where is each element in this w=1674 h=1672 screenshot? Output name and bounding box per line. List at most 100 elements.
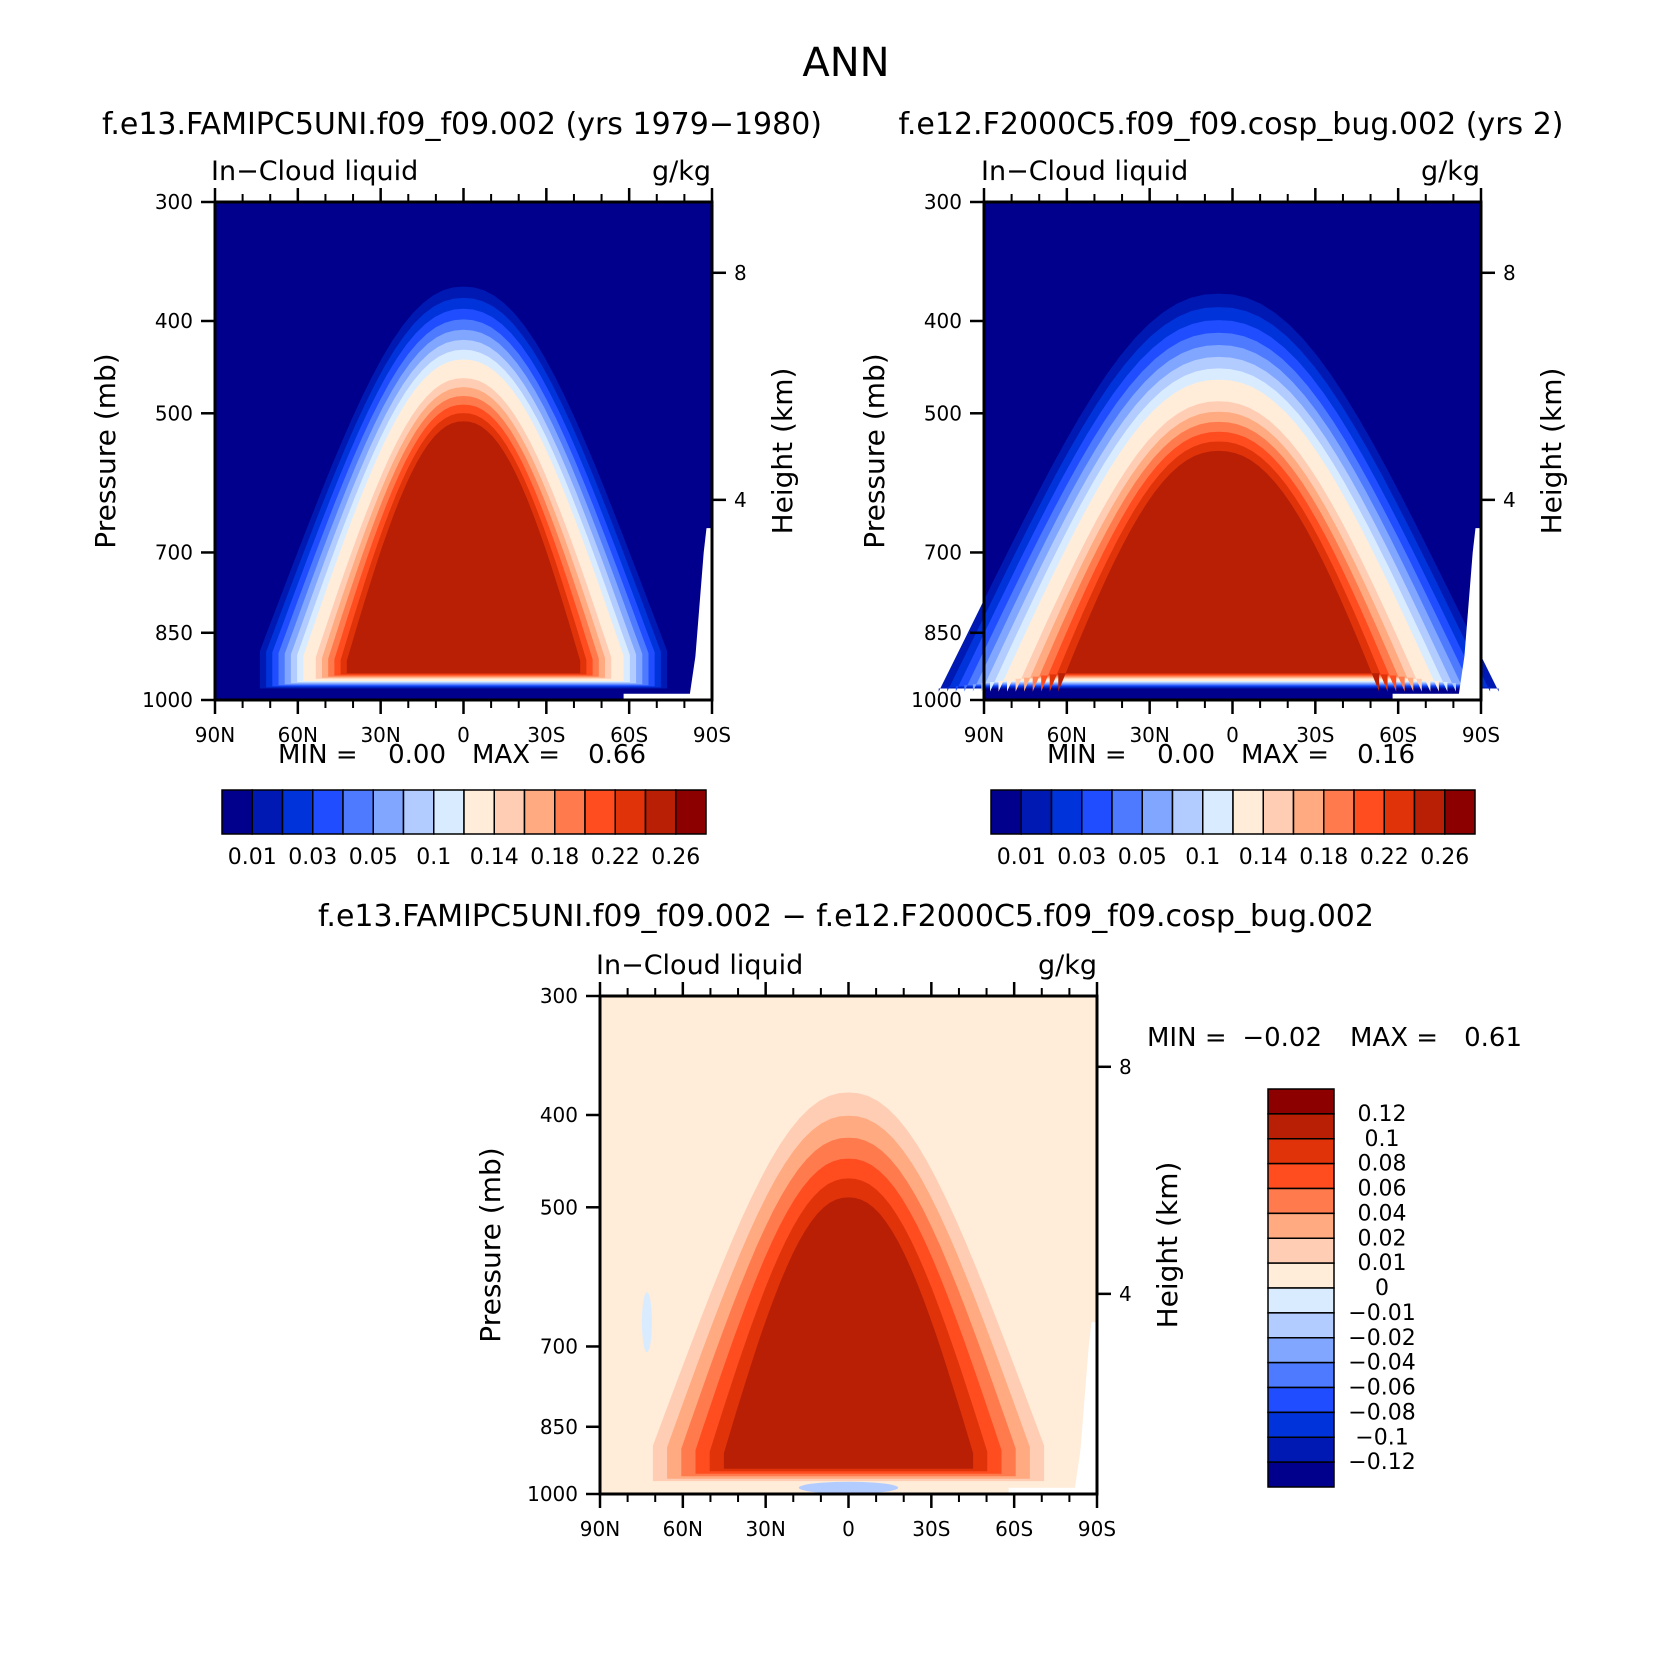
colorbar-label: 0.03 bbox=[288, 845, 337, 870]
colorbar-label: −0.1 bbox=[1355, 1425, 1408, 1450]
y-tick-label: 850 bbox=[155, 621, 193, 645]
y-tick-label: 300 bbox=[540, 984, 578, 1008]
colorbar-swatch bbox=[1267, 1411, 1335, 1438]
colorbar-label: 0.1 bbox=[1365, 1127, 1400, 1152]
colorbar-label: 0 bbox=[1375, 1276, 1389, 1301]
colorbar-swatch bbox=[584, 789, 616, 835]
min-value: 0.00 bbox=[388, 740, 446, 770]
colorbar-swatch bbox=[221, 789, 253, 835]
colorbar-swatch bbox=[1267, 1361, 1335, 1389]
x-tick-label: 60N bbox=[663, 1517, 703, 1541]
y-tick-label: 700 bbox=[155, 540, 193, 564]
colorbar-label: 0.04 bbox=[1358, 1201, 1407, 1226]
colorbar-label: 0.01 bbox=[1358, 1251, 1407, 1276]
y-tick-label: 300 bbox=[924, 190, 962, 214]
y-tick-label: 400 bbox=[155, 309, 193, 333]
y-axis-label: Pressure (mb) bbox=[858, 353, 891, 548]
y-axis-right-label: Height (km) bbox=[766, 368, 799, 535]
x-tick-label: 60S bbox=[610, 723, 648, 747]
y-axis-right-label: Height (km) bbox=[1151, 1162, 1184, 1329]
max-value: 0.16 bbox=[1357, 740, 1415, 770]
colorbar-swatch bbox=[1081, 789, 1113, 835]
x-tick-label: 30N bbox=[1129, 723, 1169, 747]
y-tick-label: 700 bbox=[540, 1334, 578, 1358]
colorbar-swatch bbox=[1353, 789, 1385, 835]
colorbar-label: 0.18 bbox=[1299, 845, 1348, 870]
colorbar-swatch bbox=[1267, 1262, 1335, 1289]
height-tick-label: 4 bbox=[1503, 488, 1516, 512]
x-tick-label: 0 bbox=[457, 723, 470, 747]
left-string: In−Cloud liquid bbox=[211, 156, 418, 187]
colorbar: 0.01 0.03 0.05 0.1 0.14 0.18 0.22 0.26 bbox=[990, 789, 1476, 870]
colorbar-swatch bbox=[675, 789, 707, 835]
colorbar-swatch bbox=[1267, 1113, 1335, 1140]
min-label: MIN = bbox=[1147, 1023, 1227, 1053]
left-string: In−Cloud liquid bbox=[981, 156, 1188, 187]
y-axis-right-label: Height (km) bbox=[1535, 368, 1568, 535]
colorbar-swatch bbox=[614, 789, 647, 835]
x-tick-label: 90S bbox=[1462, 723, 1500, 747]
colorbar-swatch bbox=[1050, 789, 1083, 835]
colorbar-label: 0.14 bbox=[1239, 845, 1288, 870]
min-value: −0.02 bbox=[1242, 1023, 1322, 1053]
colorbar-swatch bbox=[1141, 789, 1174, 835]
colorbar-swatch bbox=[1232, 789, 1264, 835]
colorbar-swatch bbox=[990, 789, 1022, 835]
colorbar-swatch bbox=[1413, 789, 1446, 835]
x-tick-label: 60N bbox=[278, 723, 318, 747]
colorbar-swatch bbox=[1267, 1386, 1335, 1414]
figure-title: ANN bbox=[802, 40, 889, 86]
y-tick-label: 500 bbox=[540, 1195, 578, 1219]
colorbar-swatch bbox=[1171, 789, 1204, 835]
height-tick-label: 4 bbox=[1119, 1282, 1132, 1306]
x-tick-label: 60S bbox=[1379, 723, 1417, 747]
colorbar-swatch bbox=[251, 789, 284, 835]
x-tick-label: 30S bbox=[527, 723, 565, 747]
max-label: MAX = bbox=[1241, 740, 1329, 770]
colorbar-label: 0.05 bbox=[1118, 845, 1167, 870]
height-tick-label: 8 bbox=[1119, 1055, 1132, 1079]
missing-data-mask bbox=[1008, 1322, 1097, 1494]
colorbar-label: −0.01 bbox=[1348, 1301, 1415, 1326]
x-tick-label: 90N bbox=[195, 723, 235, 747]
height-tick-label: 4 bbox=[734, 488, 747, 512]
colorbar-swatch bbox=[1267, 1237, 1335, 1264]
right-string: g/kg bbox=[1038, 950, 1097, 981]
contour-band bbox=[346, 421, 581, 674]
panel-title: f.e13.FAMIPC5UNI.f09_f09.002 (yrs 1979−1… bbox=[102, 107, 822, 142]
colorbar-swatch bbox=[433, 789, 465, 835]
contour-band bbox=[1058, 450, 1380, 692]
left-string: In−Cloud liquid bbox=[596, 950, 803, 981]
x-tick-label: 0 bbox=[842, 1517, 855, 1541]
colorbar-swatch bbox=[1267, 1212, 1335, 1239]
x-tick-label: 30N bbox=[745, 1517, 785, 1541]
x-tick-label: 30S bbox=[1296, 723, 1334, 747]
max-value: 0.66 bbox=[588, 740, 646, 770]
colorbar-label: 0.26 bbox=[651, 845, 700, 870]
y-tick-label: 850 bbox=[924, 621, 962, 645]
colorbar-swatch bbox=[372, 789, 405, 835]
y-tick-label: 1000 bbox=[142, 688, 193, 712]
colorbar-swatch bbox=[281, 789, 314, 835]
colorbar-swatch bbox=[1267, 1461, 1335, 1488]
x-tick-label: 60N bbox=[1047, 723, 1087, 747]
panel-difference: f.e13.FAMIPC5UNI.f09_f09.002 − f.e12.F20… bbox=[318, 899, 1522, 1541]
colorbar-swatch bbox=[402, 789, 435, 835]
colorbar-label: 0.18 bbox=[530, 845, 579, 870]
right-string: g/kg bbox=[652, 156, 711, 187]
x-tick-label: 30S bbox=[912, 1517, 950, 1541]
min-label: MIN = bbox=[1047, 740, 1127, 770]
y-axis-label: Pressure (mb) bbox=[474, 1147, 507, 1342]
colorbar-swatch bbox=[1267, 1337, 1335, 1364]
contour-band bbox=[723, 1197, 974, 1469]
y-tick-label: 400 bbox=[924, 309, 962, 333]
contour-field bbox=[938, 202, 1499, 700]
colorbar-swatch bbox=[1292, 789, 1325, 835]
colorbar-swatch bbox=[463, 789, 495, 835]
y-tick-label: 700 bbox=[924, 540, 962, 564]
colorbar-swatch bbox=[312, 789, 344, 835]
colorbar-swatch bbox=[1020, 789, 1053, 835]
colorbar-swatch bbox=[1267, 1287, 1335, 1314]
colorbar-swatch bbox=[1383, 789, 1416, 835]
